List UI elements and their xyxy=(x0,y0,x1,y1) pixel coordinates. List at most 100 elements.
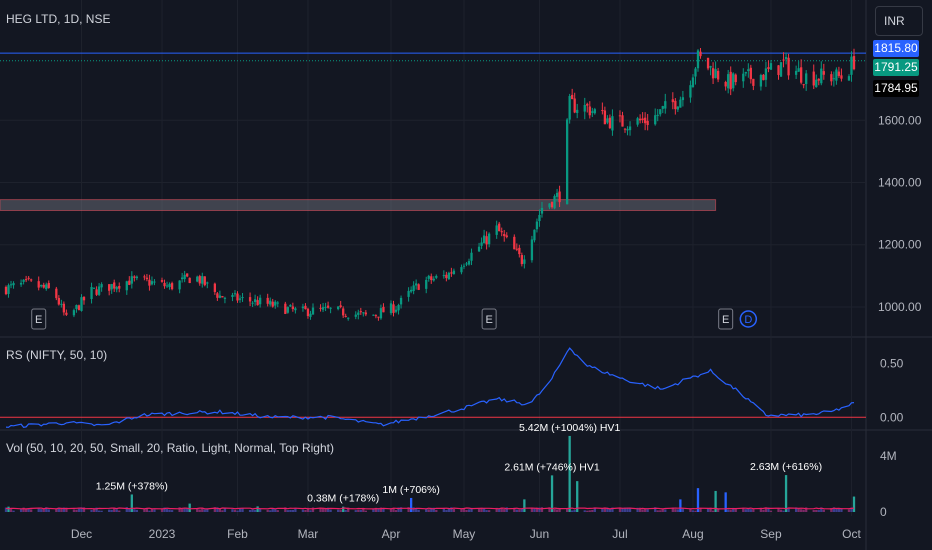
volume-bar[interactable] xyxy=(42,508,45,512)
candle-body[interactable] xyxy=(618,115,622,117)
candle-body[interactable] xyxy=(800,67,803,83)
candle-body[interactable] xyxy=(797,68,800,72)
candle-body[interactable] xyxy=(837,71,841,76)
candle-body[interactable] xyxy=(221,296,224,298)
volume-bar[interactable] xyxy=(329,509,332,512)
candle-body[interactable] xyxy=(548,203,551,208)
volume-bar[interactable] xyxy=(324,508,327,512)
volume-bar[interactable] xyxy=(284,507,287,512)
volume-bar[interactable] xyxy=(573,509,576,512)
volume-bar[interactable] xyxy=(588,510,591,512)
candle-body[interactable] xyxy=(188,277,191,284)
volume-bar[interactable] xyxy=(108,509,111,512)
candle-body[interactable] xyxy=(309,313,312,317)
candle-body[interactable] xyxy=(505,235,508,238)
candle-body[interactable] xyxy=(392,304,395,313)
candle-body[interactable] xyxy=(256,300,259,306)
volume-bar[interactable] xyxy=(611,507,614,512)
volume-bar[interactable] xyxy=(113,507,116,512)
volume-bar[interactable] xyxy=(133,509,136,512)
volume-bar[interactable] xyxy=(477,509,481,512)
volume-bar[interactable] xyxy=(417,509,420,512)
candle-body[interactable] xyxy=(462,265,466,267)
candle-body[interactable] xyxy=(19,282,23,285)
candle-body[interactable] xyxy=(555,192,559,197)
volume-bar[interactable] xyxy=(744,509,747,512)
volume-bar[interactable] xyxy=(659,510,662,512)
volume-bar[interactable] xyxy=(372,508,375,512)
volume-bar[interactable] xyxy=(724,492,727,512)
volume-bar[interactable] xyxy=(812,509,815,512)
volume-bar[interactable] xyxy=(62,507,66,512)
volume-bar[interactable] xyxy=(201,507,204,512)
candle-body[interactable] xyxy=(206,282,209,284)
volume-bar[interactable] xyxy=(203,509,206,512)
volume-bar[interactable] xyxy=(40,509,43,512)
volume-bar[interactable] xyxy=(586,510,589,512)
volume-bar[interactable] xyxy=(238,508,242,512)
volume-bar[interactable] xyxy=(47,509,50,512)
candle-body[interactable] xyxy=(4,286,8,295)
volume-bar[interactable] xyxy=(583,510,586,512)
volume-bar[interactable] xyxy=(397,507,400,512)
zone-rectangle[interactable] xyxy=(0,199,717,212)
candle-body[interactable] xyxy=(362,312,365,314)
volume-bar[interactable] xyxy=(533,508,536,512)
volume-bar[interactable] xyxy=(729,509,732,512)
volume-bar[interactable] xyxy=(847,509,851,512)
candle-body[interactable] xyxy=(22,279,25,282)
candle-body[interactable] xyxy=(699,51,702,57)
candle-body[interactable] xyxy=(664,101,667,109)
candle-body[interactable] xyxy=(465,263,468,265)
candle-body[interactable] xyxy=(762,74,765,81)
candle-body[interactable] xyxy=(498,223,501,232)
volume-bar[interactable] xyxy=(618,508,622,512)
volume-bar[interactable] xyxy=(711,510,715,512)
candle-body[interactable] xyxy=(794,70,798,75)
candle-body[interactable] xyxy=(425,279,428,289)
candle-body[interactable] xyxy=(593,109,596,114)
candle-body[interactable] xyxy=(571,94,574,100)
volume-bar[interactable] xyxy=(661,508,664,512)
earnings-marker[interactable] xyxy=(481,308,497,330)
vol-pane-title[interactable]: Vol (50, 10, 20, 50, Small, 20, Ratio, L… xyxy=(6,441,334,455)
volume-bar[interactable] xyxy=(643,508,647,512)
rs-pane[interactable] xyxy=(0,347,866,429)
volume-bar[interactable] xyxy=(447,508,451,512)
candle-body[interactable] xyxy=(326,305,330,308)
candle-body[interactable] xyxy=(452,270,456,275)
candle-body[interactable] xyxy=(553,196,556,209)
volume-bar[interactable] xyxy=(57,507,60,512)
candle-body[interactable] xyxy=(588,106,591,116)
volume-bar[interactable] xyxy=(100,510,103,512)
candle-body[interactable] xyxy=(835,69,838,81)
candle-body[interactable] xyxy=(467,261,471,265)
candle-body[interactable] xyxy=(430,276,433,281)
volume-bar[interactable] xyxy=(460,508,463,512)
volume-bar[interactable] xyxy=(425,508,428,512)
volume-bar[interactable] xyxy=(236,510,239,512)
candle-body[interactable] xyxy=(24,279,28,281)
candle-body[interactable] xyxy=(769,63,773,70)
volume-bar[interactable] xyxy=(291,509,295,512)
volume-bar[interactable] xyxy=(850,507,853,512)
volume-bar[interactable] xyxy=(357,509,360,512)
candle-body[interactable] xyxy=(40,284,43,287)
volume-bar[interactable] xyxy=(691,510,695,512)
volume-bar[interactable] xyxy=(805,507,808,512)
volume-bar[interactable] xyxy=(442,507,445,512)
candle-body[interactable] xyxy=(241,297,244,299)
candle-body[interactable] xyxy=(77,305,81,311)
volume-bar[interactable] xyxy=(762,509,765,512)
candle-body[interactable] xyxy=(694,68,697,77)
volume-bar[interactable] xyxy=(830,507,833,512)
candle-body[interactable] xyxy=(442,275,445,277)
earnings-marker[interactable] xyxy=(718,308,734,330)
volume-bar[interactable] xyxy=(820,507,823,512)
candle-body[interactable] xyxy=(565,119,569,205)
volume-bar[interactable] xyxy=(65,507,68,512)
candle-body[interactable] xyxy=(238,298,242,300)
volume-bar[interactable] xyxy=(45,507,48,512)
volume-bar[interactable] xyxy=(465,510,468,512)
